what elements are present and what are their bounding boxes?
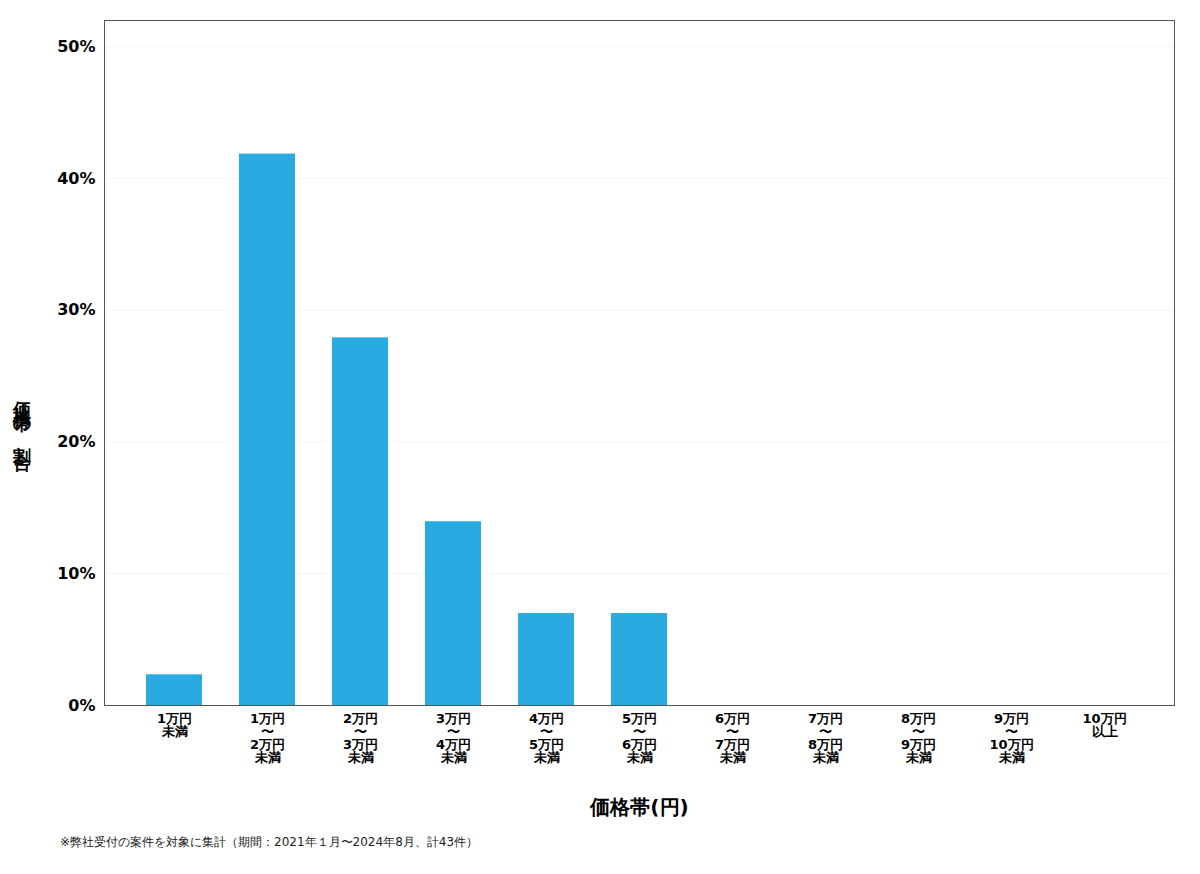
svg-text:6万円〜7万円未満: 6万円〜7万円未満: [715, 711, 750, 765]
svg-text:5万円〜6万円未満: 5万円〜6万円未満: [622, 711, 657, 765]
svg-text:7万円〜8万円未満: 7万円〜8万円未満: [808, 711, 843, 765]
svg-text:1万円〜2万円未満: 1万円〜2万円未満: [250, 711, 285, 765]
svg-text:10%: 10%: [57, 564, 95, 583]
svg-text:10万円以上: 10万円以上: [1082, 711, 1126, 739]
html-text:※弊社受付の案件を対象に集計（期間：2021年１月〜2024: ※弊社受付の案件を対象に集計（期間：2021年１月〜2024年8月、計43件）: [60, 835, 478, 849]
svg-text:0%: 0%: [68, 696, 95, 715]
svg-text:8万円〜9万円未満: 8万円〜9万円未満: [901, 711, 936, 765]
svg-text:50%: 50%: [57, 37, 95, 56]
svg-text:3万円〜4万円未満: 3万円〜4万円未満: [436, 711, 471, 765]
svg-text:40%: 40%: [57, 169, 95, 188]
svg-text:1万円未満: 1万円未満: [157, 711, 192, 739]
svg-text:2万円〜3万円未満: 2万円〜3万円未満: [343, 711, 378, 765]
svg-text:9万円〜10万円未満: 9万円〜10万円未満: [989, 711, 1033, 765]
svg-text:4万円〜5万円未満: 4万円〜5万円未満: [529, 711, 564, 765]
svg-text:価格帯(円): 価格帯(円): [589, 795, 688, 819]
svg-text:20%: 20%: [57, 432, 95, 451]
svg-text:30%: 30%: [57, 300, 95, 319]
html-text:価格帯の割合: 価格帯の割合: [12, 386, 33, 444]
